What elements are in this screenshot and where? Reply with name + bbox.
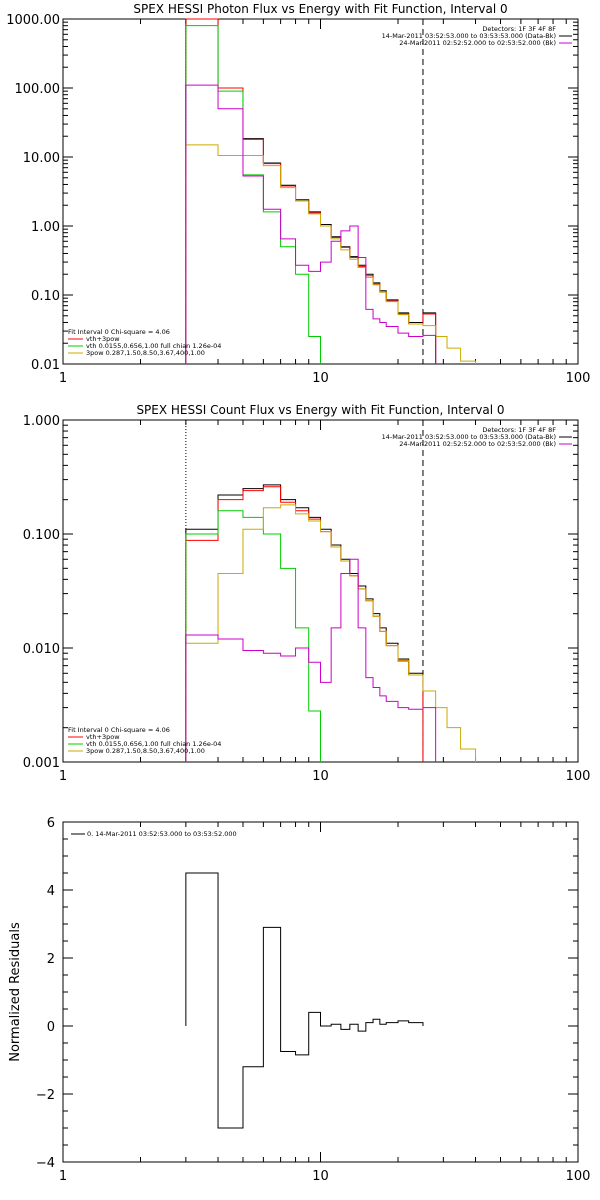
- y-tick-label: 2: [47, 952, 55, 967]
- chart-panel-1: SPEX HESSI Photon Flux vs Energy with Fi…: [6, 2, 590, 386]
- y-tick-label: 0.01: [31, 358, 60, 373]
- y-tick-label: 4: [47, 884, 55, 899]
- series-vth-histogram: [185, 510, 321, 762]
- y-tick-label: 0.001: [23, 756, 60, 771]
- legend-top-right-entry: 14-Mar-2011 03:52:53.000 to 03:53:53.000…: [382, 32, 556, 40]
- y-tick-label: −4: [36, 1156, 55, 1171]
- y-tick-label: 100.00: [15, 82, 61, 97]
- y-tick-label: 0.100: [23, 528, 60, 543]
- x-tick-label: 10: [312, 371, 329, 386]
- series-vth-histogram: [185, 25, 321, 364]
- series-data-histogram: [185, 484, 424, 762]
- legend-top-right-entry: Detectors: 1F 3F 4F 8F: [482, 426, 556, 434]
- legend-bottom-left-entry: vth+3pow: [86, 335, 120, 343]
- x-tick-label: 100: [566, 1169, 591, 1184]
- y-axis-label: Normalized Residuals: [8, 922, 23, 1062]
- y-tick-label: 1.00: [31, 220, 60, 235]
- legend-bottom-left-entry: Fit Interval 0 Chi-square = 4.06: [68, 726, 170, 734]
- x-tick-label: 1: [59, 371, 67, 386]
- legend-bottom-left-entry: vth 0.0155,0.656,1.00 full chian 1.26e-0…: [86, 740, 221, 748]
- y-tick-label: 1.000: [23, 414, 60, 429]
- legend-bottom-left-entry: 3pow 0.287,1.50,8.50,3.67,400,1.00: [86, 747, 205, 755]
- x-tick-label: 100: [566, 769, 591, 784]
- x-tick-label: 100: [566, 371, 591, 386]
- x-tick-label: 1: [59, 769, 67, 784]
- legend-top-right-entry: 24-Mar-2011 02:52:52.000 to 02:53:52.000…: [399, 39, 556, 47]
- y-tick-label: 0.10: [31, 289, 60, 304]
- chart-title: SPEX HESSI Photon Flux vs Energy with Fi…: [133, 2, 507, 16]
- legend-bottom-left-entry: vth 0.0155,0.656,1.00 full chian 1.26e-0…: [86, 342, 221, 350]
- legend-top-right-entry: 24-Mar-2011 02:52:52.000 to 02:53:52.000…: [399, 440, 556, 448]
- plot-frame: [62, 821, 579, 1163]
- legend-bottom-left-entry: vth+3pow: [86, 733, 120, 741]
- series-bk-histogram: [185, 84, 437, 364]
- y-tick-label: 1000.00: [6, 13, 60, 28]
- x-tick-label: 1: [59, 1169, 67, 1184]
- legend-top-right-entry: 14-Mar-2011 03:52:53.000 to 03:53:53.000…: [382, 433, 556, 441]
- y-tick-label: −2: [36, 1088, 55, 1103]
- legend-entry: 0. 14-Mar-2011 03:52:53.000 to 03:53:52.…: [87, 830, 237, 838]
- x-tick-label: 10: [312, 1169, 329, 1184]
- series-0-14-mar-2011-03-52--histogram: [185, 872, 424, 1129]
- y-tick-label: 6: [47, 816, 55, 831]
- legend-bottom-left-entry: Fit Interval 0 Chi-square = 4.06: [68, 328, 170, 336]
- chart-title: SPEX HESSI Count Flux vs Energy with Fit…: [136, 403, 504, 417]
- y-tick-label: 0.010: [23, 642, 60, 657]
- x-tick-label: 10: [312, 769, 329, 784]
- series-bk-histogram: [185, 558, 437, 762]
- y-tick-label: 10.00: [23, 151, 60, 166]
- plot-frame: [62, 18, 579, 365]
- chart-panel-2: SPEX HESSI Count Flux vs Energy with Fit…: [23, 403, 591, 784]
- legend-bottom-left-entry: 3pow 0.287,1.50,8.50,3.67,400,1.00: [86, 349, 205, 357]
- chart-panel-3: 1 10 100 −4 −2 0 2 4 6 Normalized Residuals 0. 14-…: [8, 816, 590, 1184]
- y-tick-label: 0: [47, 1020, 55, 1035]
- series-3pow-histogram: [185, 144, 477, 364]
- series-vth-3pow-histogram: [185, 486, 424, 762]
- legend-top-right-entry: Detectors: 1F 3F 4F 8F: [482, 25, 556, 33]
